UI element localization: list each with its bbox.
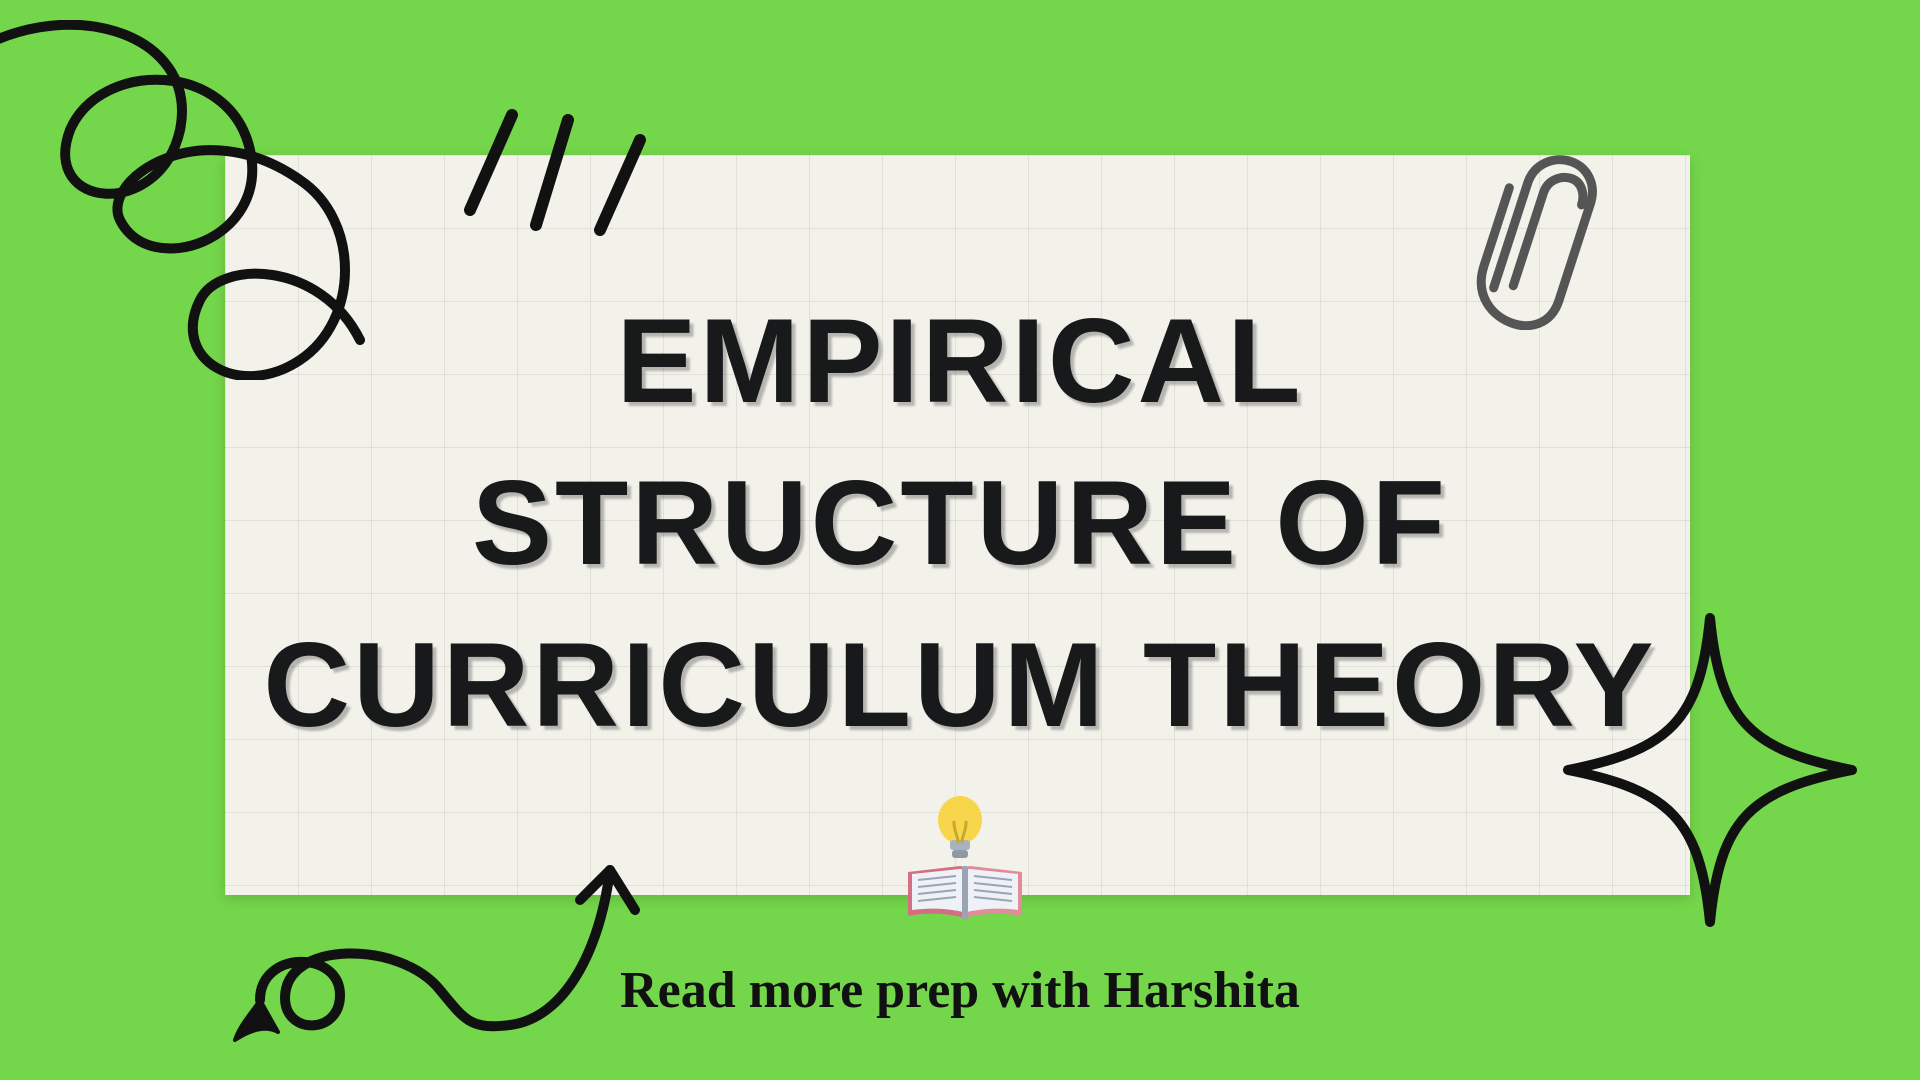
slide-canvas: EMPIRICAL STRUCTURE OF CURRICULUM THEORY: [0, 0, 1920, 1080]
tick-marks-doodle-icon: [440, 80, 660, 250]
title-line-2: STRUCTURE OF: [160, 442, 1760, 604]
slide-title: EMPIRICAL STRUCTURE OF CURRICULUM THEORY: [160, 280, 1760, 766]
title-line-3: CURRICULUM THEORY: [160, 604, 1760, 766]
book-lightbulb-icon: [900, 792, 1020, 930]
footer-caption: Read more prep with Harshita: [620, 961, 1300, 1020]
curly-arrow-doodle-icon: [230, 830, 650, 1060]
title-line-1: EMPIRICAL: [160, 280, 1760, 442]
